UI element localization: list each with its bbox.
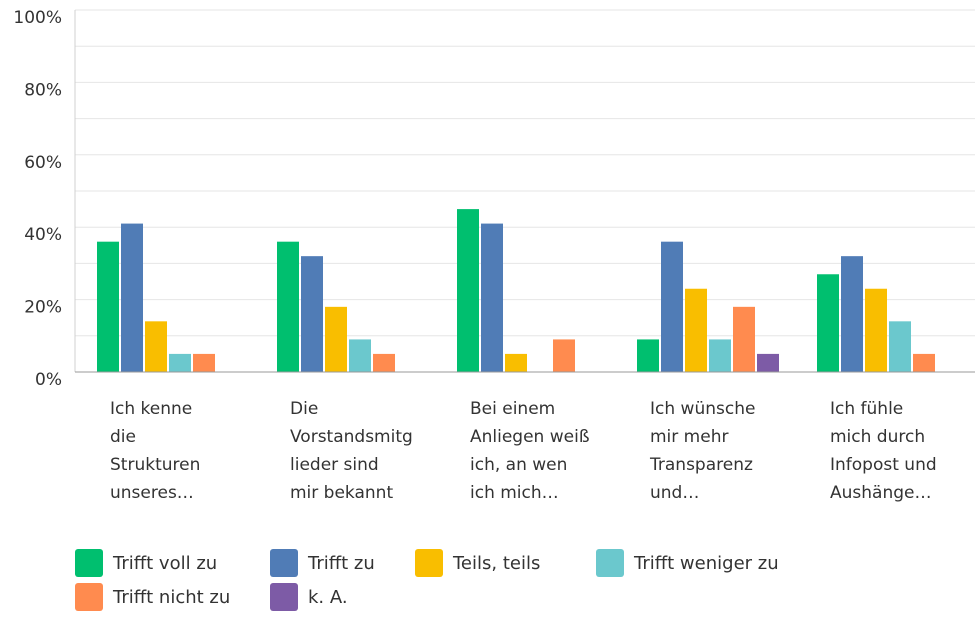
- legend-label: Teils, teils: [452, 553, 540, 574]
- legend-label: Trifft nicht zu: [112, 587, 230, 608]
- bar: [373, 353, 395, 372]
- y-tick-label: 0%: [35, 370, 62, 390]
- y-tick-label: 40%: [24, 225, 62, 245]
- x-tick-label: Ich kenne: [110, 399, 192, 419]
- x-tick-label: mich durch: [830, 427, 925, 447]
- bar: [757, 353, 779, 372]
- bar: [277, 241, 299, 372]
- bar: [145, 321, 167, 372]
- bar: [301, 256, 323, 372]
- bar: [817, 274, 839, 372]
- legend-swatch: [596, 549, 624, 577]
- x-tick-label: Anliegen weiß: [470, 427, 590, 447]
- bar: [169, 353, 191, 372]
- bar: [349, 339, 371, 372]
- bar: [97, 241, 119, 372]
- x-tick-label: unseres…: [110, 483, 194, 503]
- legend-label: Trifft voll zu: [112, 553, 217, 574]
- x-tick-label: mir mehr: [650, 427, 728, 447]
- bar: [505, 353, 527, 372]
- legend-swatch: [270, 549, 298, 577]
- bar: [661, 241, 683, 372]
- bar: [481, 223, 503, 372]
- x-tick-label: Vorstandsmitg: [290, 427, 413, 447]
- bar: [889, 321, 911, 372]
- bar: [841, 256, 863, 372]
- y-tick-label: 80%: [24, 80, 62, 100]
- x-tick-label: lieder sind: [290, 455, 379, 475]
- x-tick-label: Infopost und: [830, 455, 937, 475]
- bar: [709, 339, 731, 372]
- x-tick-label: Bei einem: [470, 399, 555, 419]
- bar: [685, 288, 707, 372]
- x-tick-label: Ich fühle: [830, 399, 903, 419]
- legend-swatch: [75, 549, 103, 577]
- x-tick-label: und…: [650, 483, 699, 503]
- y-tick-label: 100%: [13, 8, 62, 28]
- bar: [637, 339, 659, 372]
- bar: [865, 288, 887, 372]
- x-tick-label: Ich wünsche: [650, 399, 755, 419]
- x-tick-label: ich, an wen: [470, 455, 567, 475]
- bar: [733, 306, 755, 372]
- legend-label: Trifft weniger zu: [633, 553, 779, 574]
- bar: [553, 339, 575, 372]
- bar: [193, 353, 215, 372]
- bar: [121, 223, 143, 372]
- x-tick-label: mir bekannt: [290, 483, 393, 503]
- x-tick-label: Aushänge…: [830, 483, 931, 503]
- x-tick-label: die: [110, 427, 136, 447]
- legend-swatch: [415, 549, 443, 577]
- x-tick-label: ich mich…: [470, 483, 559, 503]
- legend-label: Trifft zu: [307, 553, 375, 574]
- legend-swatch: [270, 583, 298, 611]
- legend-swatch: [75, 583, 103, 611]
- x-tick-label: Die: [290, 399, 318, 419]
- bar: [325, 306, 347, 372]
- bar: [457, 209, 479, 372]
- x-tick-label: Transparenz: [649, 455, 753, 475]
- y-tick-label: 60%: [24, 153, 62, 173]
- legend-label: k. A.: [308, 587, 348, 608]
- bar: [913, 353, 935, 372]
- y-tick-label: 20%: [24, 298, 62, 318]
- x-tick-label: Strukturen: [110, 455, 200, 475]
